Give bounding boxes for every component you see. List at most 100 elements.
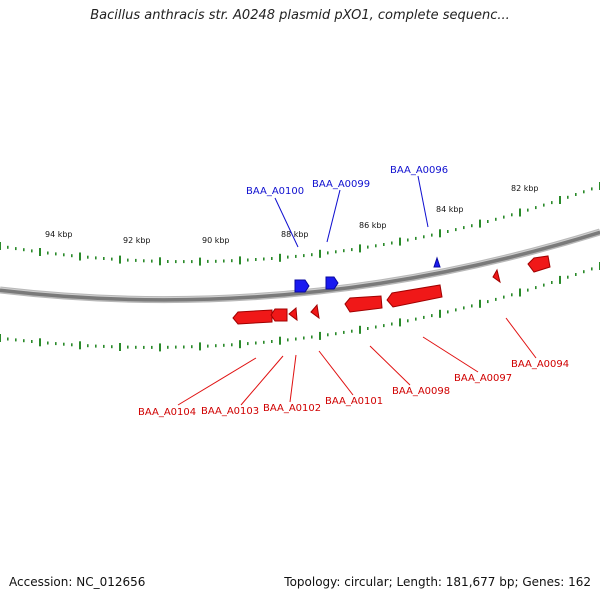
outer-major-tick xyxy=(399,237,401,246)
reverse-strand-genes xyxy=(232,255,551,325)
inner-minor-tick xyxy=(375,325,377,329)
outer-major-tick xyxy=(519,208,521,217)
outer-minor-tick xyxy=(71,254,73,258)
gene-arrow-baa-a0094[interactable] xyxy=(527,255,551,273)
inner-minor-tick xyxy=(415,317,417,321)
inner-minor-tick xyxy=(551,281,553,284)
outer-minor-tick xyxy=(63,253,65,257)
gene-label-baa-a0099[interactable]: BAA_A0099 xyxy=(312,179,370,190)
outer-minor-tick xyxy=(343,249,345,253)
inner-minor-tick xyxy=(231,343,233,347)
tick-label-88kbp: 88 kbp xyxy=(281,230,309,239)
inner-minor-tick xyxy=(247,342,249,346)
gene-labels: BAA_A0100 BAA_A0099 BAA_A0096 BAA_A0104 … xyxy=(138,165,569,418)
inner-minor-tick xyxy=(567,275,569,279)
gene-label-baa-a0101[interactable]: BAA_A0101 xyxy=(325,396,383,407)
gene-label-baa-a0098[interactable]: BAA_A0098 xyxy=(392,386,450,397)
outer-minor-tick xyxy=(383,243,385,246)
tick-label-90kbp: 90 kbp xyxy=(202,236,230,245)
tick-label-86kbp: 86 kbp xyxy=(359,221,387,230)
inner-minor-tick xyxy=(143,345,145,349)
inner-minor-tick xyxy=(191,345,193,349)
gene-arrow-baa-a0097[interactable] xyxy=(386,284,443,308)
outer-minor-tick xyxy=(471,224,473,228)
gene-arrow-baa-a0104[interactable] xyxy=(232,309,273,325)
outer-minor-tick xyxy=(87,255,89,259)
inner-minor-tick xyxy=(183,345,185,349)
inner-minor-tick xyxy=(151,345,153,349)
inner-major-tick xyxy=(279,336,281,345)
outer-minor-tick xyxy=(271,257,273,260)
inner-minor-tick xyxy=(271,340,273,343)
gene-arrow-baa-a0099[interactable] xyxy=(325,276,339,290)
inner-minor-tick xyxy=(383,324,385,328)
outer-major-tick xyxy=(119,255,121,264)
outer-minor-tick xyxy=(231,259,233,263)
gene-label-baa-a0097[interactable]: BAA_A0097 xyxy=(454,373,512,384)
outer-minor-tick xyxy=(567,195,569,199)
inner-major-tick xyxy=(0,334,1,342)
gene-label-baa-a0103[interactable]: BAA_A0103 xyxy=(201,406,259,417)
outer-minor-tick xyxy=(583,190,585,194)
inner-minor-tick xyxy=(343,330,345,334)
outer-minor-tick xyxy=(311,253,313,257)
inner-minor-tick xyxy=(471,304,473,308)
inner-major-tick xyxy=(159,343,161,352)
gene-label-baa-a0096[interactable]: BAA_A0096 xyxy=(390,165,448,176)
reverse-callout-lines xyxy=(177,317,537,406)
inner-minor-tick xyxy=(263,340,265,344)
gene-arrow-baa-a0102[interactable] xyxy=(288,306,298,322)
forward-callout-lines xyxy=(274,175,429,248)
inner-major-tick xyxy=(479,299,481,308)
outer-minor-tick xyxy=(575,193,577,196)
outer-minor-tick xyxy=(175,260,177,264)
outer-minor-tick xyxy=(223,259,225,263)
inner-minor-tick xyxy=(407,319,409,323)
outer-minor-tick xyxy=(591,187,593,191)
inner-minor-tick xyxy=(495,297,497,301)
gene-arrow-baa-a0100[interactable] xyxy=(294,279,310,293)
outer-minor-tick xyxy=(367,245,369,249)
inner-minor-tick xyxy=(255,341,257,345)
gene-label-baa-a0104[interactable]: BAA_A0104 xyxy=(138,407,196,418)
forward-strand-genes xyxy=(294,256,441,293)
outer-minor-tick xyxy=(255,258,257,261)
outer-major-tick xyxy=(199,257,201,266)
position-labels: 94 kbp 92 kbp 90 kbp 88 kbp 86 kbp 84 kb… xyxy=(45,184,539,245)
outer-major-tick xyxy=(359,244,361,253)
gene-label-baa-a0100[interactable]: BAA_A0100 xyxy=(246,186,304,197)
inner-minor-tick xyxy=(71,343,73,347)
accession-text: Accession: NC_012656 xyxy=(9,575,146,589)
inner-minor-tick xyxy=(167,345,169,349)
inner-minor-tick xyxy=(583,270,585,274)
outer-minor-tick xyxy=(111,257,113,261)
inner-minor-tick xyxy=(391,322,393,326)
gene-arrow-baa-a0103[interactable] xyxy=(270,308,288,322)
inner-major-tick xyxy=(559,275,561,284)
gene-arrow-baa-a0098[interactable] xyxy=(344,295,383,313)
gene-label-baa-a0094[interactable]: BAA_A0094 xyxy=(511,359,569,370)
outer-major-tick xyxy=(0,242,1,250)
inner-minor-tick xyxy=(7,337,9,341)
inner-minor-tick xyxy=(455,308,457,312)
outer-minor-tick xyxy=(287,255,289,259)
outer-minor-tick xyxy=(327,251,329,255)
gene-arrow-baa-a0095[interactable] xyxy=(492,268,501,284)
inner-major-tick xyxy=(519,288,521,297)
gene-label-baa-a0102[interactable]: BAA_A0102 xyxy=(263,403,321,414)
outer-minor-tick xyxy=(543,203,545,207)
inner-minor-tick xyxy=(303,336,305,340)
outer-minor-tick xyxy=(423,235,425,239)
gene-arrow-baa-a0101[interactable] xyxy=(310,303,320,320)
gene-arrow-baa-a0096[interactable] xyxy=(433,256,441,268)
outer-minor-tick xyxy=(495,217,497,221)
outer-minor-tick xyxy=(207,259,209,263)
outer-minor-tick xyxy=(415,236,417,240)
outer-minor-tick xyxy=(183,260,185,264)
tick-label-82kbp: 82 kbp xyxy=(511,184,539,193)
outer-minor-tick xyxy=(407,238,409,242)
inner-minor-tick xyxy=(487,300,489,304)
outer-major-tick xyxy=(559,196,561,204)
inner-minor-tick xyxy=(47,341,49,345)
